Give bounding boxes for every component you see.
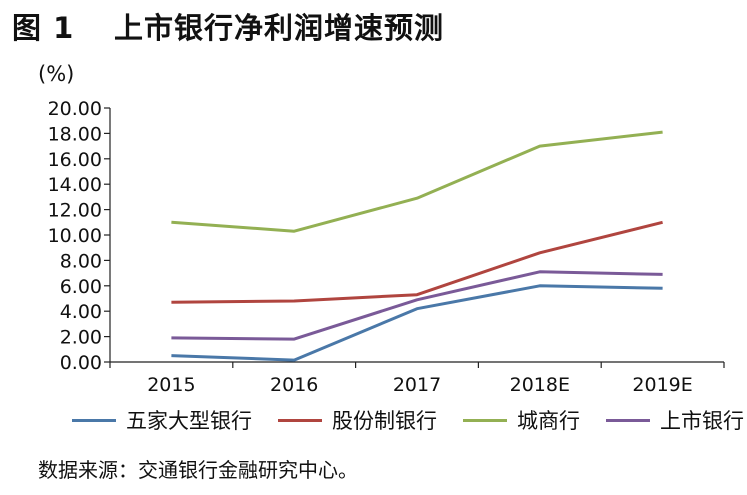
figure-title: 图 1 上市银行净利润增速预测 [12,6,444,50]
x-tick-label: 2019E [632,374,692,396]
x-tick-label: 2018E [510,374,570,396]
series-line-2 [171,220,663,304]
y-tick-label: 10.00 [48,225,102,247]
series-line-3 [171,130,663,233]
chart-legend: 五家大型银行 股份制银行 城商行 上市银行 [72,406,747,434]
x-tick-label: 2015 [147,374,195,396]
y-tick-label: 0.00 [60,352,102,374]
legend-label: 股份制银行 [332,409,437,433]
y-axis-unit: (%) [38,62,75,86]
legend-swatch [606,418,650,422]
y-tick-label: 4.00 [60,301,102,323]
y-tick-label: 20.00 [48,98,102,120]
series-line-1 [171,284,663,362]
y-tick-label: 8.00 [60,250,102,272]
data-source-note: 数据来源：交通银行金融研究中心。 [38,458,358,482]
legend-label: 五家大型银行 [126,409,252,433]
y-tick-label: 18.00 [48,123,102,145]
line-chart: 0.00 2.00 4.00 6.00 8.00 10.00 12.00 14.00 16.00… [48,98,725,396]
y-tick-label: 14.00 [48,174,102,196]
y-tick-label: 6.00 [60,276,102,298]
figure-title-text: 上市银行净利润增速预测 [114,11,445,45]
legend-item: 城商行 [463,405,580,435]
legend-swatch [463,418,507,422]
legend-label: 城商行 [517,409,580,433]
y-tick-label: 16.00 [48,149,102,171]
y-tick-label: 2.00 [60,327,102,349]
legend-swatch [278,418,322,422]
legend-item: 股份制银行 [278,405,437,435]
legend-label: 上市银行 [660,409,744,433]
figure-label: 图 1 [12,11,75,45]
x-tick-label: 2017 [393,374,441,396]
legend-item: 五家大型银行 [72,405,252,435]
y-tick-label: 12.00 [48,200,102,222]
series-line-4 [171,270,663,341]
legend-swatch [72,418,116,422]
legend-item: 上市银行 [606,405,744,435]
x-tick-label: 2016 [270,374,318,396]
